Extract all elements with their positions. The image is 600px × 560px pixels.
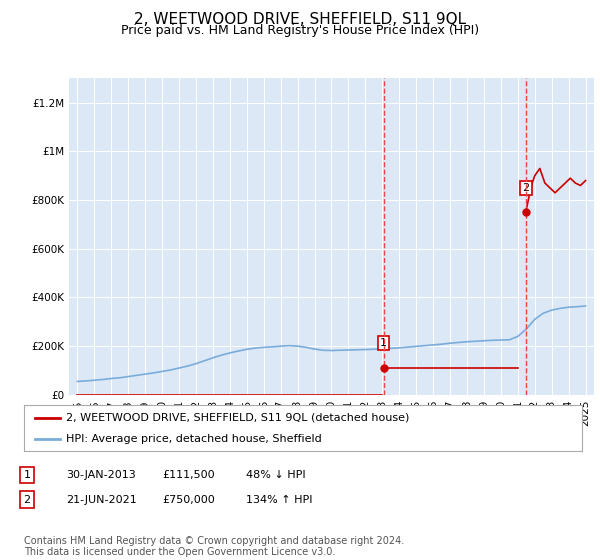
Text: 1: 1	[380, 338, 387, 348]
Text: 21-JUN-2021: 21-JUN-2021	[66, 494, 137, 505]
Text: £750,000: £750,000	[162, 494, 215, 505]
Text: 2, WEETWOOD DRIVE, SHEFFIELD, S11 9QL: 2, WEETWOOD DRIVE, SHEFFIELD, S11 9QL	[134, 12, 466, 27]
Text: Contains HM Land Registry data © Crown copyright and database right 2024.
This d: Contains HM Land Registry data © Crown c…	[24, 535, 404, 557]
Text: 30-JAN-2013: 30-JAN-2013	[66, 470, 136, 480]
Text: HPI: Average price, detached house, Sheffield: HPI: Average price, detached house, Shef…	[66, 435, 322, 444]
Text: 2: 2	[522, 183, 529, 193]
Text: 48% ↓ HPI: 48% ↓ HPI	[246, 470, 305, 480]
Text: 1: 1	[23, 470, 31, 480]
Text: 2: 2	[23, 494, 31, 505]
Text: Price paid vs. HM Land Registry's House Price Index (HPI): Price paid vs. HM Land Registry's House …	[121, 24, 479, 37]
Text: 2, WEETWOOD DRIVE, SHEFFIELD, S11 9QL (detached house): 2, WEETWOOD DRIVE, SHEFFIELD, S11 9QL (d…	[66, 413, 409, 423]
Text: 134% ↑ HPI: 134% ↑ HPI	[246, 494, 313, 505]
Text: £111,500: £111,500	[162, 470, 215, 480]
